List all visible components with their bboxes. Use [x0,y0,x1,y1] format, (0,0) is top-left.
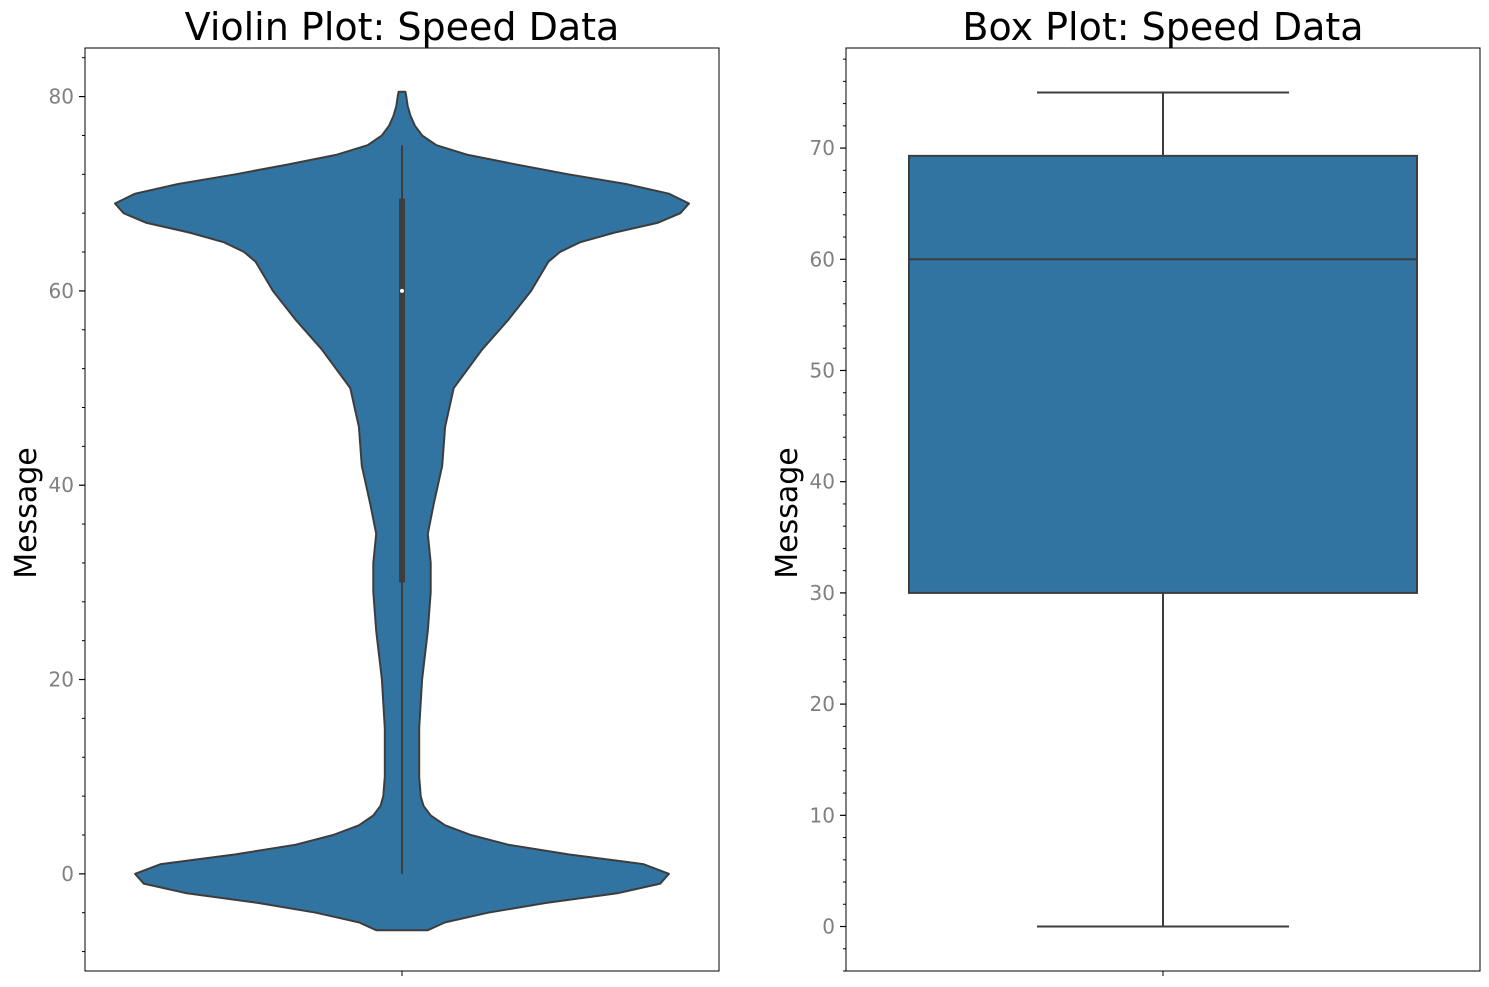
box-y-tick-label: 20 [810,692,835,716]
violin-median-marker [400,288,404,293]
violin-y-tick-label: 20 [49,668,74,692]
violin-y-tick-label: 40 [49,473,74,497]
violin-plot-panel: 0 20 40 60 80 Violin Plot: Speed Data Messag… [9,5,720,976]
box-y-tick-label: 70 [810,136,835,160]
violin-y-tick-label: 60 [49,279,74,303]
box-marks [908,91,1418,928]
box-plot-title: Box Plot: Speed Data [962,5,1363,49]
box-plot-panel: 0 10 20 30 40 50 60 70 Box Plot: Speed Data Mes… [770,5,1481,976]
box-y-tick-label: 60 [810,247,835,271]
violin-marks [114,90,690,932]
box-y-axis: 0 10 20 30 40 50 60 70 [810,58,846,972]
box-y-tick-label: 40 [810,470,835,494]
box-iqr-rect [908,154,1418,594]
violin-y-axis: 0 20 40 60 80 [49,57,85,953]
violin-y-tick-label: 80 [49,85,74,109]
box-y-tick-label: 30 [810,581,835,605]
box-y-axis-label: Message [770,447,805,578]
box-y-tick-label: 50 [810,358,835,382]
box-y-tick-label: 0 [822,915,835,939]
violin-y-axis-label: Message [9,447,44,578]
box-y-tick-label: 10 [810,803,835,827]
violin-y-tick-label: 0 [61,862,74,886]
violin-plot-title: Violin Plot: Speed Data [185,5,620,49]
